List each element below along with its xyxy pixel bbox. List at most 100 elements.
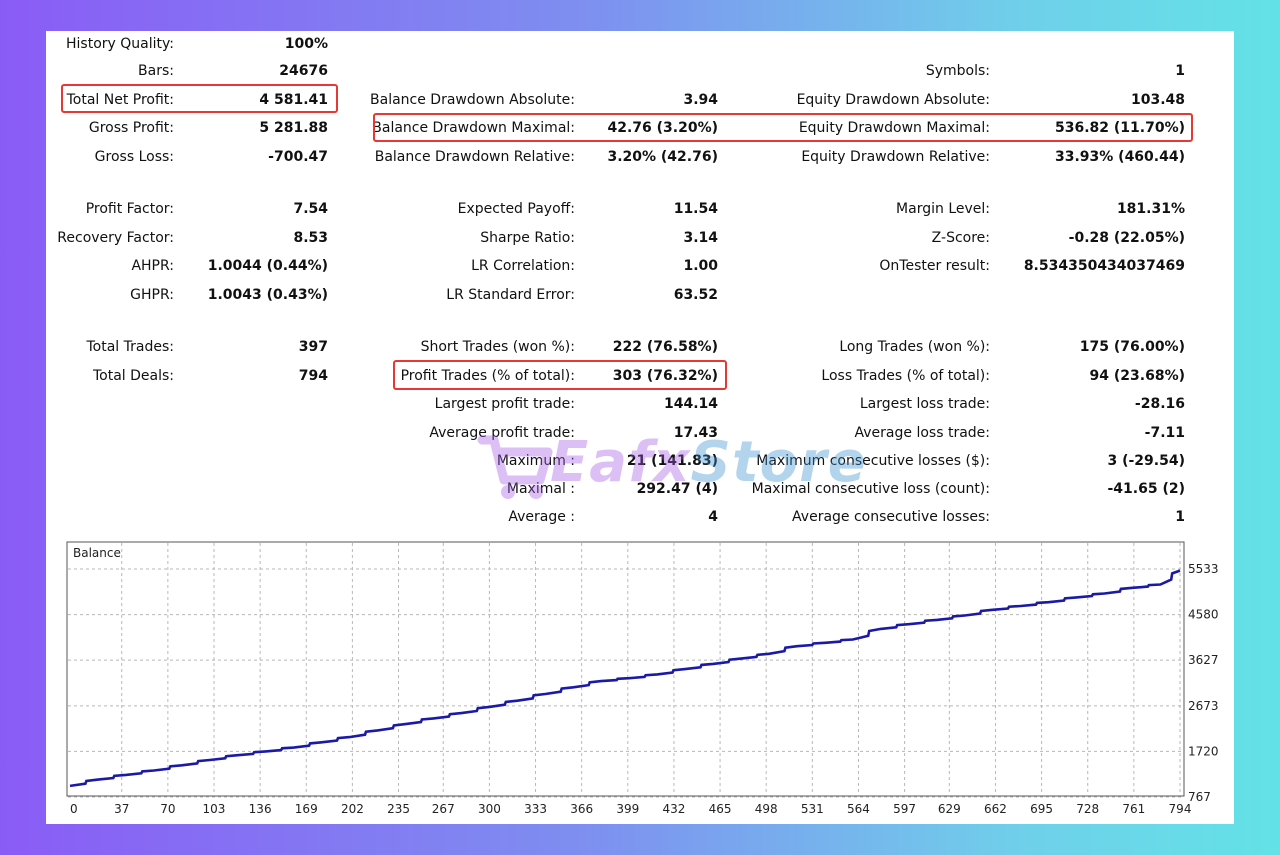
- short-trades-label: Short Trades (won %):: [420, 339, 575, 355]
- bars-value: 24676: [279, 63, 328, 79]
- ontester-value: 8.534350434037469: [1023, 258, 1185, 274]
- average-value: 4: [708, 509, 718, 525]
- ghpr-label: GHPR:: [130, 287, 174, 303]
- expected-payoff-label: Expected Payoff:: [457, 201, 575, 217]
- sharpe-ratio-label: Sharpe Ratio:: [480, 230, 575, 246]
- average-profit-value: 17.43: [673, 425, 718, 441]
- balance-dd-rel-label: Balance Drawdown Relative:: [374, 149, 575, 165]
- balance-dd-rel-value: 3.20% (42.76): [607, 149, 718, 165]
- balance-dd-max-label: Balance Drawdown Maximal:: [372, 120, 575, 136]
- y-tick-label: 1720: [1188, 744, 1219, 758]
- equity-dd-rel-value: 33.93% (460.44): [1054, 149, 1185, 165]
- highlight-balance-drawdown-maximal: [373, 113, 1193, 142]
- x-axis-ticks: 0 37 70 103 136 169 202 235 267 300 333 366 399 432 46…: [70, 802, 1191, 816]
- gross-loss-value: -700.47: [268, 149, 328, 165]
- history-quality-value: 100%: [284, 36, 328, 52]
- recovery-factor-label: Recovery Factor:: [57, 230, 174, 246]
- x-tick-label: 728: [1076, 802, 1099, 816]
- x-tick-label: 169: [295, 802, 318, 816]
- x-tick-label: 267: [432, 802, 455, 816]
- report-panel: History Quality: 100% Bars: 24676 Total …: [46, 31, 1234, 824]
- x-tick-label: 366: [570, 802, 593, 816]
- z-score-label: Z-Score:: [931, 230, 990, 246]
- profit-trades-value: 303 (76.32%): [612, 368, 718, 384]
- equity-dd-max-label: Equity Drawdown Maximal:: [798, 120, 990, 136]
- x-tick-label: 629: [938, 802, 961, 816]
- total-net-profit-value: 4 581.41: [259, 92, 328, 108]
- x-tick-label: 498: [755, 802, 778, 816]
- max-consec-losses-value: 3 (-29.54): [1107, 453, 1185, 469]
- x-tick-label: 300: [478, 802, 501, 816]
- gross-profit-label: Gross Profit:: [88, 120, 174, 136]
- x-tick-label: 235: [387, 802, 410, 816]
- total-deals-label: Total Deals:: [92, 368, 174, 384]
- largest-loss-label: Largest loss trade:: [859, 396, 990, 412]
- y-tick-label: 2673: [1188, 699, 1219, 713]
- z-score-value: -0.28 (22.05%): [1068, 230, 1185, 246]
- x-tick-label: 70: [160, 802, 175, 816]
- x-tick-label: 432: [662, 802, 685, 816]
- lr-std-error-value: 63.52: [673, 287, 718, 303]
- average-profit-label: Average profit trade:: [429, 425, 575, 441]
- profit-trades-label: Profit Trades (% of total):: [400, 368, 575, 384]
- avg-consec-losses-label: Average consecutive losses:: [792, 509, 990, 525]
- maximum-value: 21 (141.83): [626, 453, 718, 469]
- ontester-label: OnTester result:: [879, 258, 990, 274]
- average-label: Average :: [508, 509, 575, 525]
- balance-chart-svg: Balance 0 37 70 103 136 169 202 235 267 300 333 366…: [66, 541, 1219, 816]
- equity-dd-rel-label: Equity Drawdown Relative:: [801, 149, 990, 165]
- margin-level-label: Margin Level:: [896, 201, 990, 217]
- symbols-value: 1: [1175, 63, 1185, 79]
- largest-profit-value: 144.14: [663, 396, 718, 412]
- equity-dd-abs-label: Equity Drawdown Absolute:: [796, 92, 990, 108]
- y-tick-label: 4580: [1188, 608, 1219, 622]
- lr-correlation-value: 1.00: [683, 258, 718, 274]
- x-tick-label: 103: [203, 802, 226, 816]
- x-tick-label: 662: [984, 802, 1007, 816]
- lr-correlation-label: LR Correlation:: [471, 258, 575, 274]
- x-tick-label: 564: [847, 802, 870, 816]
- balance-dd-abs-label: Balance Drawdown Absolute:: [370, 92, 575, 108]
- margin-level-value: 181.31%: [1116, 201, 1185, 217]
- x-tick-label: 202: [341, 802, 364, 816]
- x-tick-label: 399: [616, 802, 639, 816]
- grid-lines: [68, 543, 1183, 798]
- maximal-label: Maximal :: [506, 481, 575, 497]
- y-axis-ticks: 767 1720 2673 3627 4580 5533: [1188, 562, 1219, 804]
- maximal-value: 292.47 (4): [636, 481, 718, 497]
- equity-dd-abs-value: 103.48: [1130, 92, 1185, 108]
- symbols-label: Symbols:: [925, 63, 990, 79]
- largest-loss-value: -28.16: [1134, 396, 1185, 412]
- average-loss-label: Average loss trade:: [854, 425, 990, 441]
- long-trades-value: 175 (76.00%): [1079, 339, 1185, 355]
- x-tick-label: 794: [1169, 802, 1192, 816]
- loss-trades-value: 94 (23.68%): [1089, 368, 1185, 384]
- balance-series-line: [69, 569, 1181, 788]
- x-tick-label: 531: [801, 802, 824, 816]
- x-tick-label: 761: [1122, 802, 1145, 816]
- sharpe-ratio-value: 3.14: [683, 230, 718, 246]
- profit-factor-value: 7.54: [293, 201, 328, 217]
- avg-consec-losses-value: 1: [1175, 509, 1185, 525]
- highlight-profit-trades: [393, 360, 727, 390]
- gross-loss-label: Gross Loss:: [94, 149, 174, 165]
- x-tick-label: 695: [1030, 802, 1053, 816]
- maximal-consec-loss-label: Maximal consecutive loss (count):: [751, 481, 990, 497]
- x-tick-label: 333: [524, 802, 547, 816]
- expected-payoff-value: 11.54: [673, 201, 718, 217]
- loss-trades-label: Loss Trades (% of total):: [821, 368, 990, 384]
- x-tick-label: 136: [249, 802, 272, 816]
- total-trades-label: Total Trades:: [86, 339, 175, 355]
- x-tick-label: 37: [114, 802, 129, 816]
- average-loss-value: -7.11: [1144, 425, 1185, 441]
- lr-std-error-label: LR Standard Error:: [446, 287, 575, 303]
- bars-label: Bars:: [138, 63, 174, 79]
- total-deals-value: 794: [298, 368, 328, 384]
- chart-title: Balance: [73, 546, 121, 560]
- balance-dd-max-value: 42.76 (3.20%): [607, 120, 718, 136]
- plot-area: [66, 541, 1185, 797]
- history-quality-label: History Quality:: [66, 36, 174, 52]
- recovery-factor-value: 8.53: [293, 230, 328, 246]
- x-tick-label: 597: [893, 802, 916, 816]
- ahpr-value: 1.0044 (0.44%): [207, 258, 328, 274]
